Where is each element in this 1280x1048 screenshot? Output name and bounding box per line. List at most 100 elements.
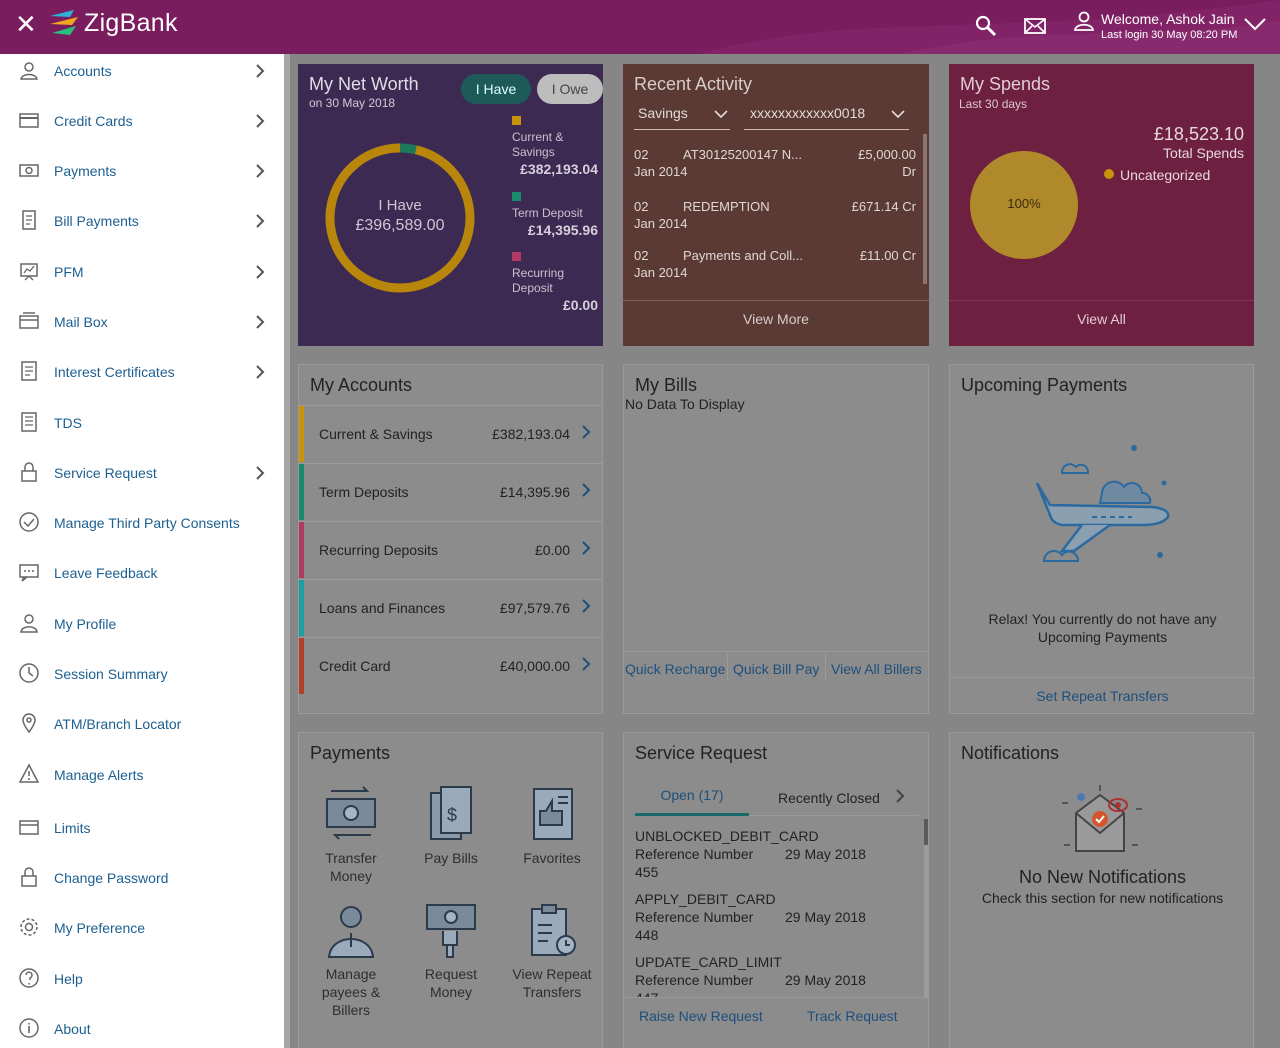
sidebar-item-my-preference[interactable]: My Preference xyxy=(0,908,284,948)
airplane-illustration-icon xyxy=(1035,445,1170,562)
quick-bill-pay-link[interactable]: Quick Bill Pay xyxy=(733,661,820,677)
account-color-bar xyxy=(299,580,304,636)
close-menu-icon[interactable]: ✕ xyxy=(15,9,37,39)
payment-option-favorites[interactable]: Favorites xyxy=(504,785,600,867)
svg-text:$: $ xyxy=(447,805,457,825)
payment-option-request-money[interactable]: Request Money xyxy=(403,901,499,1001)
sidebar-item-change-password[interactable]: Change Password xyxy=(0,858,284,898)
spends-pie-chart xyxy=(970,151,1078,259)
activity-amount: £671.14 Cr xyxy=(851,199,916,214)
welcome-text[interactable]: Welcome, Ashok Jain xyxy=(1101,11,1235,27)
tab-open-requests[interactable]: Open (17) xyxy=(660,787,724,803)
legend-line-1: Recurring xyxy=(512,266,565,280)
sidebar-item-limits[interactable]: Limits xyxy=(0,808,284,848)
payment-option-transfer-money[interactable]: Transfer Money xyxy=(303,785,399,885)
activity-day: 02 xyxy=(634,147,649,162)
my-spends-period: Last 30 days xyxy=(959,97,1028,111)
total-spends-value: £18,523.10 xyxy=(1153,124,1244,144)
quick-recharge-link[interactable]: Quick Recharge xyxy=(625,661,726,677)
last-login-text: Last login 30 May 08:20 PM xyxy=(1101,29,1238,41)
service-request-item[interactable]: UPDATE_CARD_LIMIT Reference Number 29 May … xyxy=(635,953,915,997)
account-amount: £382,193.04 xyxy=(492,426,570,442)
upcoming-payments-title: Upcoming Payments xyxy=(961,375,1128,395)
request-type: UPDATE_CARD_LIMIT xyxy=(635,954,782,970)
account-row[interactable]: Loans and Finances £97,579.76 xyxy=(299,579,602,636)
set-repeat-transfers-link[interactable]: Set Repeat Transfers xyxy=(1036,688,1169,704)
account-row[interactable]: Current & Savings £382,193.04 xyxy=(299,405,602,462)
sidebar-item-label: Bill Payments xyxy=(54,213,139,229)
payment-option-label: Manage payees & Billers xyxy=(321,966,381,1018)
raise-new-request-link[interactable]: Raise New Request xyxy=(639,1008,763,1024)
sidebar-item-bill-payments[interactable]: Bill Payments xyxy=(0,201,284,241)
profile-icon xyxy=(20,614,38,633)
chevron-right-icon[interactable] xyxy=(894,788,906,804)
my-spends-title: My Spends xyxy=(960,74,1051,94)
legend-value: £0.00 xyxy=(562,297,598,313)
sidebar-item-tds[interactable]: TDS xyxy=(0,403,284,443)
service-request-item[interactable]: APPLY_DEBIT_CARD Reference Number 29 May 2… xyxy=(635,890,915,948)
sidebar-scrollbar[interactable] xyxy=(284,54,290,1048)
account-color-bar xyxy=(299,464,304,520)
activity-row[interactable]: 02 Jan 2014 AT30125200147 N... £5,000.00 Dr xyxy=(634,147,916,187)
payments-icon xyxy=(19,164,39,177)
request-list-scrollbar[interactable] xyxy=(924,819,928,845)
sidebar-item-credit-cards[interactable]: Credit Cards xyxy=(0,101,284,141)
tab-i-have[interactable]: I Have xyxy=(461,74,531,104)
sidebar-item-manage-third-party-consents[interactable]: Manage Third Party Consents xyxy=(0,503,284,543)
sidebar-item-payments[interactable]: Payments xyxy=(0,151,284,191)
track-request-link[interactable]: Track Request xyxy=(807,1008,898,1024)
clock-icon xyxy=(19,663,39,683)
view-all-spends-link[interactable]: View All xyxy=(1077,311,1126,327)
activity-row[interactable]: 02 Jan 2014 Payments and Coll... £11.00 Cr xyxy=(634,248,916,288)
sidebar-item-about[interactable]: About xyxy=(0,1009,284,1048)
account-number-dropdown[interactable]: xxxxxxxxxxxx0018 xyxy=(744,98,909,130)
search-icon[interactable] xyxy=(974,14,998,38)
zigbank-logo[interactable]: ZigBank xyxy=(48,8,178,38)
activity-row[interactable]: 02 Jan 2014 REDEMPTION £671.14 Cr xyxy=(634,199,916,239)
sidebar-item-help[interactable]: Help xyxy=(0,959,284,999)
sidebar-item-label: My Preference xyxy=(54,920,146,936)
account-name: Current & Savings xyxy=(319,426,433,442)
sidebar-item-label: TDS xyxy=(54,415,82,431)
payment-option-label: Pay Bills xyxy=(424,850,478,866)
recent-activity-title: Recent Activity xyxy=(634,74,753,94)
service-request-item[interactable]: UNBLOCKED_DEBIT_CARD Reference Number 29 M… xyxy=(635,827,915,885)
user-icon[interactable] xyxy=(1073,10,1095,32)
chevron-right-icon xyxy=(582,657,591,671)
activity-scrollbar[interactable] xyxy=(923,134,927,284)
mail-icon[interactable] xyxy=(1023,14,1047,38)
legend-item: Current & Savings £382,193.04 xyxy=(512,116,604,178)
payment-option-manage-payees-billers[interactable]: Manage payees & Billers xyxy=(303,901,399,1019)
view-more-link[interactable]: View More xyxy=(743,311,809,327)
transfer-money-icon xyxy=(326,786,376,840)
sidebar-item-pfm[interactable]: PFM xyxy=(0,252,284,292)
pfm-icon xyxy=(20,263,38,281)
account-type-dropdown[interactable]: Savings xyxy=(634,98,730,130)
reference-number: 448 xyxy=(635,927,659,943)
account-row[interactable]: Term Deposits £14,395.96 xyxy=(299,463,602,520)
app-header: ✕ ZigBank Welcome, Ashok Jain Last login… xyxy=(0,0,1280,54)
payment-option-pay-bills[interactable]: $ Pay Bills xyxy=(403,785,499,867)
account-row[interactable]: Recurring Deposits £0.00 xyxy=(299,521,602,578)
request-type: UNBLOCKED_DEBIT_CARD xyxy=(635,828,819,844)
activity-desc: REDEMPTION xyxy=(683,199,770,214)
reference-label: Reference Number xyxy=(635,846,754,862)
sidebar-item-session-summary[interactable]: Session Summary xyxy=(0,654,284,694)
sidebar-item-manage-alerts[interactable]: Manage Alerts xyxy=(0,755,284,795)
request-date: 29 May 2018 xyxy=(785,972,866,988)
account-row[interactable]: Credit Card £40,000.00 xyxy=(299,637,602,694)
tab-recently-closed[interactable]: Recently Closed xyxy=(778,790,880,806)
tab-i-owe[interactable]: I Owe xyxy=(537,74,603,104)
sidebar-item-my-profile[interactable]: My Profile xyxy=(0,604,284,644)
sidebar-item-service-request[interactable]: Service Request xyxy=(0,453,284,493)
sidebar-item-leave-feedback[interactable]: Leave Feedback xyxy=(0,553,284,593)
sidebar-item-accounts[interactable]: Accounts xyxy=(0,51,284,91)
sidebar-item-atm-branch-locator[interactable]: ATM/Branch Locator xyxy=(0,704,284,744)
sidebar-item-mail-box[interactable]: Mail Box xyxy=(0,302,284,342)
sidebar-item-interest-certificates[interactable]: Interest Certificates xyxy=(0,352,284,392)
payment-option-view-repeat-transfers[interactable]: View Repeat Transfers xyxy=(504,901,600,1001)
my-bills-card: My Bills No Data To Display Quick Rechar… xyxy=(623,364,930,714)
chevron-down-icon[interactable] xyxy=(1243,16,1267,32)
view-all-billers-link[interactable]: View All Billers xyxy=(831,661,922,677)
brand-name: ZigBank xyxy=(84,8,178,37)
